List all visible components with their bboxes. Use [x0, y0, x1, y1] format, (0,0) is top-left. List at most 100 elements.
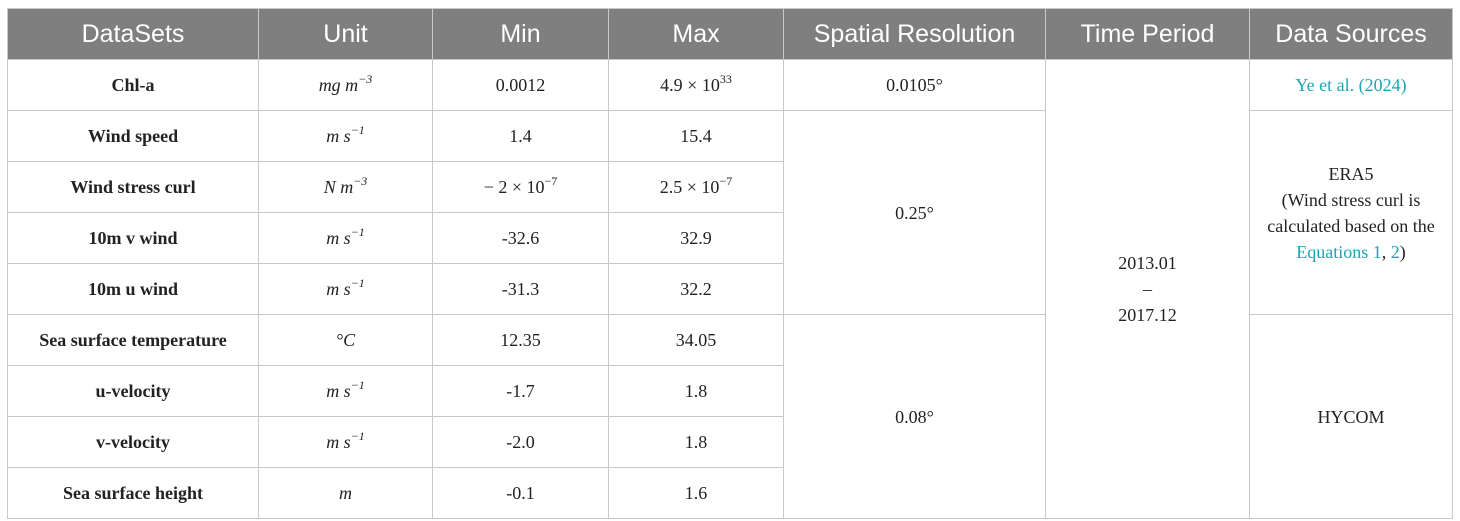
cell-text: -31.3 — [501, 279, 540, 299]
table-row: 10m v wind m s−1 -32.6 32.9 — [7, 212, 1453, 264]
dataset-cell: 10m v wind — [7, 212, 259, 264]
dataset-cell: u-velocity — [7, 365, 259, 417]
dataset-cell: v-velocity — [7, 416, 259, 468]
table-row: Wind stress curl N m−3− 2 × 10−7 2.5 × 10−… — [7, 161, 1453, 213]
equation-link: 2 — [1390, 241, 1400, 262]
dataset-cell: Sea surface temperature — [7, 314, 259, 366]
cell-text: 2.5 × 10 — [659, 177, 720, 197]
time-text: 2017.12 — [1118, 305, 1177, 325]
note-text: ) — [1399, 241, 1406, 262]
cell-text: 1.8 — [684, 432, 708, 452]
unit-cell: m s−1 — [258, 212, 433, 264]
unit-cell: mg m−3 — [258, 59, 433, 111]
max-cell: 2.5 × 10−7 — [608, 161, 784, 213]
cell-text: °C — [335, 330, 356, 350]
exponent: 33 — [719, 72, 732, 86]
note-text: (Wind stress curl is calculated based on… — [1267, 189, 1435, 236]
max-cell: 15.4 — [608, 110, 784, 162]
header-cell: Time Period — [1045, 8, 1250, 60]
data-table: DataSets Unit Min Max Spatial Resolution Time… — [7, 8, 1453, 519]
cell-text: m s — [326, 126, 351, 146]
spatial-resolution-cell: 0.25° — [783, 110, 1046, 315]
header-cell: DataSets — [7, 8, 259, 60]
equation-link: Equations 1 — [1296, 241, 1382, 262]
cell-text: -0.1 — [506, 483, 535, 503]
unit-cell: m s−1 — [258, 110, 433, 162]
max-cell: 34.05 — [608, 314, 784, 366]
unit-cell: N m−3 — [258, 161, 433, 213]
dataset-cell: Wind stress curl — [7, 161, 259, 213]
max-cell: 32.2 — [608, 263, 784, 315]
cell-text: 32.9 — [680, 228, 712, 248]
min-cell: 12.35 — [432, 314, 609, 366]
header-cell: Max — [608, 8, 784, 60]
data-source-cell: ERA5 (Wind stress curl is calculated base… — [1249, 110, 1453, 315]
min-cell: -1.7 — [432, 365, 609, 417]
exponent: −1 — [350, 378, 365, 392]
table-row: 10m u wind m s−1 -31.3 32.2 — [7, 263, 1453, 315]
time-text: – — [1143, 279, 1152, 299]
unit-cell: m s−1 — [258, 416, 433, 468]
source-note: (Wind stress curl is calculated based on… — [1250, 187, 1452, 265]
header-row: DataSets Unit Min Max Spatial Resolution Time… — [7, 8, 1453, 60]
header-cell: Spatial Resolution — [783, 8, 1046, 60]
data-source-cell: Ye et al. (2024) — [1249, 59, 1453, 111]
exponent: −1 — [350, 429, 365, 443]
cell-text: 0.0012 — [495, 75, 546, 95]
header-cell: Data Sources — [1249, 8, 1453, 60]
cell-text: m s — [326, 381, 351, 401]
dataset-cell: Sea surface height — [7, 467, 259, 519]
cell-text: 12.35 — [500, 330, 541, 350]
cell-text: -1.7 — [506, 381, 535, 401]
source-link: Ye et al. (2024) — [1295, 75, 1407, 95]
spatial-resolution-cell: 0.0105° — [783, 59, 1046, 111]
cell-text: 1.6 — [684, 483, 708, 503]
table-body: Chl-a mg m−3 0.0012 4.9 × 1033 0.0105° 2013.0… — [7, 59, 1453, 519]
min-cell: -2.0 — [432, 416, 609, 468]
cell-text: m — [339, 483, 352, 503]
cell-text: m s — [326, 228, 351, 248]
max-cell: 1.8 — [608, 416, 784, 468]
table-row: Sea surface temperature °C 12.35 34.05 0.08°… — [7, 314, 1453, 519]
note-text: , — [1381, 241, 1387, 262]
table-row: Wind speed m s−1 1.4 15.4 0.25° ERA5 (Wind str… — [7, 110, 1453, 315]
exponent: −7 — [719, 174, 733, 188]
exponent: −1 — [350, 225, 365, 239]
max-cell: 1.8 — [608, 365, 784, 417]
table-row: u-velocity m s−1 -1.7 1.8 — [7, 365, 1453, 417]
min-cell: -0.1 — [432, 467, 609, 519]
min-cell: 1.4 — [432, 110, 609, 162]
cell-text: 32.2 — [680, 279, 712, 299]
exponent: −1 — [350, 276, 365, 290]
time-period-cell: 2013.01 – 2017.12 — [1045, 59, 1250, 519]
cell-text: mg m — [318, 75, 359, 95]
table-row: Sea surface height m -0.1 1.6 — [7, 467, 1453, 519]
exponent: −1 — [350, 123, 365, 137]
exponent: −3 — [353, 174, 368, 188]
unit-cell: °C — [258, 314, 433, 366]
min-cell: -31.3 — [432, 263, 609, 315]
cell-text: -2.0 — [506, 432, 535, 452]
min-cell: 0.0012 — [432, 59, 609, 111]
cell-text: -32.6 — [501, 228, 540, 248]
header-cell: Min — [432, 8, 609, 60]
max-cell: 32.9 — [608, 212, 784, 264]
cell-text: 15.4 — [680, 126, 712, 146]
cell-text: 1.4 — [509, 126, 532, 146]
max-cell: 1.6 — [608, 467, 784, 519]
source-name: ERA5 — [1328, 163, 1374, 184]
data-source-cell: HYCOM — [1249, 314, 1453, 519]
cell-text: m s — [326, 432, 351, 452]
spatial-resolution-cell: 0.08° — [783, 314, 1046, 519]
min-cell: -32.6 — [432, 212, 609, 264]
max-cell: 4.9 × 1033 — [608, 59, 784, 111]
unit-cell: m s−1 — [258, 263, 433, 315]
cell-text: − 2 × 10 — [483, 177, 545, 197]
exponent: −3 — [358, 72, 373, 86]
min-cell: − 2 × 10−7 — [432, 161, 609, 213]
table-row: Chl-a mg m−3 0.0012 4.9 × 1033 0.0105° 2013.0… — [7, 59, 1453, 519]
dataset-cell: Chl-a — [7, 59, 259, 111]
dataset-cell: Wind speed — [7, 110, 259, 162]
cell-text: 34.05 — [675, 330, 717, 350]
cell-text: N m — [323, 177, 354, 197]
